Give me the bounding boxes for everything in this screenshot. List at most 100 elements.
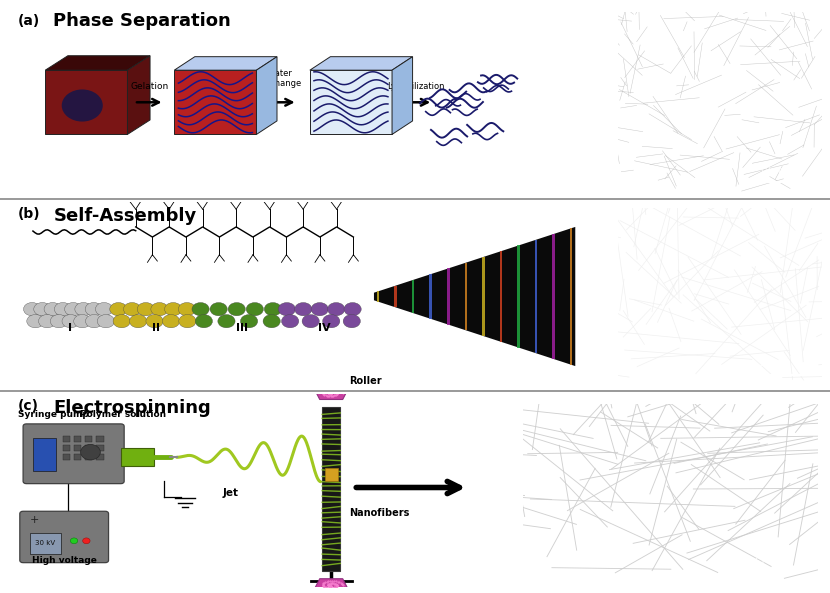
Text: Lyophilization: Lyophilization: [387, 82, 445, 91]
Circle shape: [51, 314, 67, 328]
Polygon shape: [128, 56, 150, 135]
Text: Gelation: Gelation: [130, 82, 168, 91]
Circle shape: [264, 302, 281, 316]
Polygon shape: [500, 251, 502, 342]
Text: Phase Separation: Phase Separation: [53, 12, 232, 30]
Circle shape: [278, 302, 295, 316]
Circle shape: [228, 302, 246, 316]
Circle shape: [110, 302, 127, 316]
Bar: [30, 533, 61, 554]
Polygon shape: [553, 234, 554, 359]
Text: III: III: [237, 323, 248, 333]
Circle shape: [295, 302, 312, 316]
Circle shape: [85, 314, 103, 328]
Circle shape: [71, 538, 78, 544]
Bar: [322, 407, 340, 571]
Text: Jet: Jet: [222, 489, 238, 498]
Bar: [85, 445, 92, 451]
Polygon shape: [465, 263, 467, 330]
Circle shape: [302, 314, 320, 328]
Polygon shape: [310, 57, 413, 70]
Text: II: II: [152, 323, 160, 333]
Circle shape: [27, 314, 44, 328]
Circle shape: [164, 302, 182, 316]
Circle shape: [38, 314, 56, 328]
Text: Water
Exchange: Water Exchange: [260, 69, 301, 88]
Text: (b): (b): [18, 207, 41, 221]
Circle shape: [74, 314, 91, 328]
Bar: [85, 454, 92, 460]
Text: Syringe pump: Syringe pump: [18, 410, 89, 419]
Polygon shape: [46, 56, 150, 70]
Circle shape: [178, 314, 196, 328]
Polygon shape: [256, 57, 277, 135]
Bar: [96, 445, 104, 451]
Circle shape: [44, 302, 61, 316]
Circle shape: [311, 302, 329, 316]
Text: High voltage: High voltage: [32, 556, 96, 565]
Circle shape: [62, 314, 79, 328]
Circle shape: [113, 314, 130, 328]
Text: Electrospinning: Electrospinning: [53, 400, 212, 417]
Bar: [85, 436, 92, 442]
Polygon shape: [482, 257, 485, 336]
Circle shape: [97, 314, 115, 328]
Polygon shape: [394, 286, 397, 307]
Bar: [62, 436, 70, 442]
Bar: [74, 436, 81, 442]
Circle shape: [85, 302, 102, 316]
Circle shape: [178, 302, 196, 316]
Polygon shape: [429, 274, 432, 319]
Text: Roller: Roller: [349, 377, 382, 387]
Circle shape: [247, 302, 263, 316]
Circle shape: [241, 314, 257, 328]
Circle shape: [195, 314, 212, 328]
Bar: [96, 436, 104, 442]
Polygon shape: [447, 269, 450, 324]
Circle shape: [54, 302, 71, 316]
Text: 30 kV: 30 kV: [35, 540, 56, 546]
Polygon shape: [570, 228, 573, 365]
Polygon shape: [377, 291, 379, 302]
Bar: [62, 445, 70, 451]
Circle shape: [281, 314, 299, 328]
Text: Nanofibers: Nanofibers: [349, 508, 410, 518]
Text: IV: IV: [319, 323, 331, 333]
Polygon shape: [374, 227, 575, 366]
Circle shape: [75, 302, 92, 316]
Polygon shape: [392, 57, 413, 135]
Text: (a): (a): [18, 14, 41, 28]
Bar: [62, 454, 70, 460]
Circle shape: [83, 538, 90, 544]
Bar: [33, 438, 56, 471]
Bar: [96, 454, 104, 460]
Circle shape: [323, 314, 339, 328]
Circle shape: [151, 302, 168, 316]
Text: (c): (c): [18, 400, 39, 413]
Text: 100nm: 100nm: [759, 359, 788, 368]
Circle shape: [129, 314, 147, 328]
Circle shape: [124, 302, 141, 316]
Circle shape: [343, 314, 360, 328]
Circle shape: [217, 314, 235, 328]
Circle shape: [210, 302, 227, 316]
Bar: [74, 445, 81, 451]
Circle shape: [192, 302, 209, 316]
Text: +: +: [30, 515, 39, 525]
Polygon shape: [313, 387, 349, 400]
Text: 10 μm: 10 μm: [759, 165, 786, 174]
Circle shape: [344, 302, 361, 316]
Bar: [325, 468, 338, 481]
Bar: [74, 454, 81, 460]
Polygon shape: [535, 240, 537, 353]
FancyBboxPatch shape: [23, 424, 124, 484]
Circle shape: [163, 314, 179, 328]
Text: Self-Assembly: Self-Assembly: [53, 207, 197, 225]
Polygon shape: [310, 70, 392, 135]
FancyBboxPatch shape: [20, 511, 109, 563]
Circle shape: [34, 302, 51, 316]
Bar: [121, 448, 154, 466]
Circle shape: [328, 302, 344, 316]
Polygon shape: [46, 70, 128, 135]
Polygon shape: [412, 280, 414, 313]
